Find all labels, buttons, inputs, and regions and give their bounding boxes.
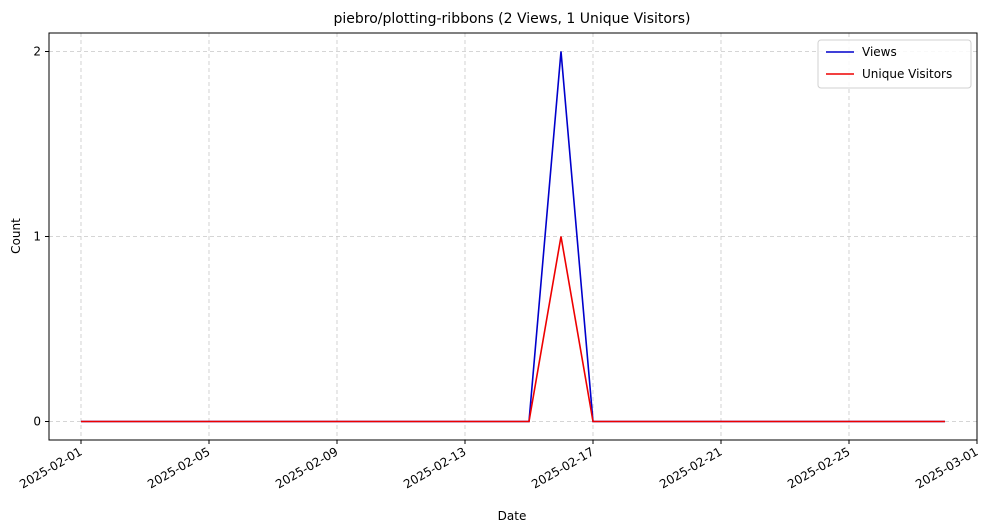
series-line-unique-visitors <box>81 236 945 423</box>
grid <box>49 33 978 440</box>
y-tick-label: 1 <box>33 230 41 244</box>
legend-box <box>817 39 972 89</box>
x-tick-label: 2025-02-05 <box>145 444 212 491</box>
x-tick-label: 2025-02-09 <box>273 444 340 491</box>
series-layer <box>81 51 945 423</box>
x-tick-label: 2025-02-17 <box>529 444 596 491</box>
legend-label: Views <box>862 45 897 59</box>
legend: Views Unique Visitors <box>817 39 972 89</box>
x-tick-label: 2025-02-25 <box>785 444 852 491</box>
y-tick-label: 0 <box>33 415 41 429</box>
x-tick-label: 2025-02-01 <box>17 444 84 491</box>
x-tick-label: 2025-03-01 <box>913 444 980 491</box>
legend-label: Unique Visitors <box>862 67 952 81</box>
x-tick-label: 2025-02-13 <box>401 444 468 491</box>
y-axis-label: Count <box>9 218 23 254</box>
axes: 0 1 2 2025-02-01 2025-02-05 2025-02-09 2025-02… <box>17 45 980 492</box>
y-tick-label: 2 <box>33 45 41 59</box>
chart-title: piebro/plotting-ribbons (2 Views, 1 Uniq… <box>334 11 691 27</box>
x-axis-label: Date <box>498 509 527 523</box>
x-tick-label: 2025-02-21 <box>657 444 724 491</box>
